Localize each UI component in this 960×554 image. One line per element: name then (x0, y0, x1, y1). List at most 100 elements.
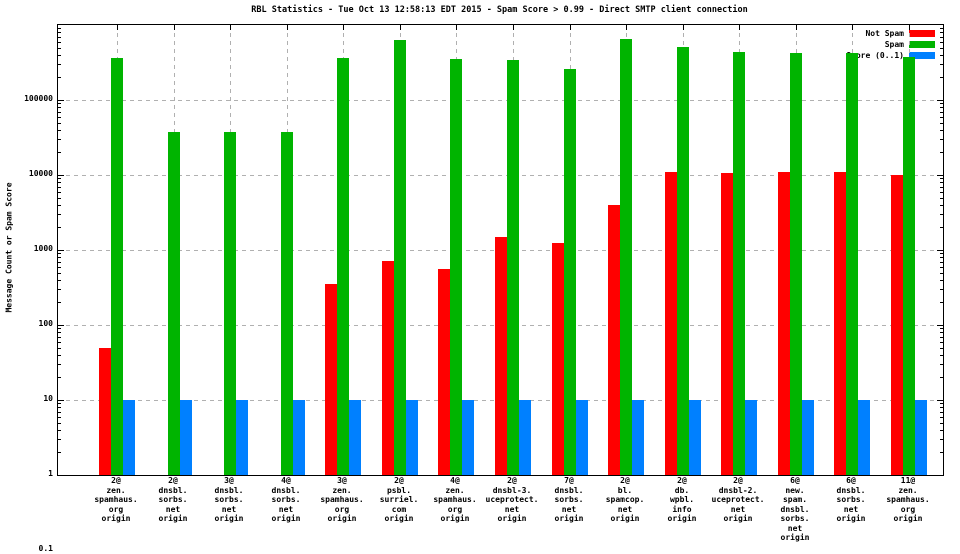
x-category-label: 2@ db. wpbl. info origin (667, 476, 697, 523)
axis-tick (937, 250, 943, 251)
axis-tick (940, 411, 943, 413)
x-category-label: 4@ zen. spamhaus. org origin (433, 476, 477, 523)
bar-spam (394, 40, 406, 475)
x-category-label: 7@ dnsbl. sorbs. net origin (554, 476, 584, 523)
axis-tick (796, 25, 797, 30)
axis-tick (852, 25, 853, 30)
axis-tick (940, 289, 943, 291)
y-tick-label: 1000 (33, 244, 53, 253)
axis-tick (174, 25, 175, 30)
axis-tick (58, 266, 61, 268)
axis-tick (940, 116, 943, 118)
axis-tick (58, 41, 61, 43)
bar-not-spam (834, 171, 846, 475)
bar-not-spam (99, 347, 111, 475)
axis-tick (58, 116, 61, 118)
x-category-label: 2@ bl. spamcop. net origin (605, 476, 645, 523)
bar-spam (507, 60, 519, 475)
axis-tick (58, 422, 61, 424)
axis-tick (940, 227, 943, 229)
legend-label: Not Spam (865, 29, 904, 38)
x-category-label: 2@ zen. spamhaus. org origin (94, 476, 138, 523)
gridline-h (58, 100, 943, 101)
x-category-label: 3@ dnsbl. sorbs. net origin (214, 476, 244, 523)
axis-tick (940, 439, 943, 441)
axis-tick (58, 204, 61, 206)
axis-tick (58, 47, 61, 49)
axis-tick (58, 354, 61, 356)
axis-tick (940, 139, 943, 141)
axis-tick (940, 354, 943, 356)
axis-tick (58, 32, 61, 34)
axis-tick (570, 25, 571, 30)
bar-score-0-1- (236, 400, 248, 475)
axis-tick (940, 107, 943, 109)
axis-tick (940, 429, 943, 431)
axis-tick (58, 175, 64, 176)
axis-tick (940, 332, 943, 334)
axis-tick (940, 416, 943, 418)
axis-tick (287, 25, 288, 30)
axis-tick (58, 77, 61, 79)
axis-tick (940, 364, 943, 366)
axis-tick (937, 175, 943, 176)
axis-tick (58, 100, 64, 101)
bar-score-0-1- (689, 400, 701, 475)
axis-tick (58, 178, 61, 180)
axis-tick (940, 32, 943, 34)
axis-tick (58, 257, 61, 259)
axis-tick (117, 25, 118, 30)
axis-tick (58, 377, 61, 379)
axis-tick (58, 341, 61, 343)
axis-tick (58, 411, 61, 413)
axis-tick (940, 64, 943, 66)
axis-tick (940, 422, 943, 424)
x-category-label: 2@ dnsbl-3. uceprotect. net origin (485, 476, 539, 523)
axis-tick (940, 452, 943, 454)
bar-not-spam (608, 204, 620, 475)
bar-spam (677, 46, 689, 475)
axis-tick (940, 266, 943, 268)
bar-spam (281, 131, 293, 475)
axis-tick (58, 302, 61, 304)
legend-row: Not Spam (846, 28, 935, 39)
legend-swatch (909, 30, 935, 37)
bar-score-0-1- (576, 400, 588, 475)
axis-tick (58, 152, 61, 154)
x-category-label: 2@ dnsbl. sorbs. net origin (158, 476, 188, 523)
legend: Not Spam Spam Score (0..1) (846, 28, 935, 61)
bar-not-spam (438, 269, 450, 475)
bar-score-0-1- (802, 400, 814, 475)
axis-tick (940, 111, 943, 113)
axis-tick (940, 261, 943, 263)
axis-tick (58, 332, 61, 334)
axis-tick (937, 100, 943, 101)
y-tick-label: 10 (43, 394, 53, 403)
axis-tick (58, 28, 61, 30)
legend-row: Spam (846, 39, 935, 50)
axis-tick (940, 302, 943, 304)
axis-tick (58, 103, 61, 105)
axis-tick (940, 77, 943, 79)
axis-tick (940, 152, 943, 154)
axis-tick (58, 289, 61, 291)
axis-tick (940, 122, 943, 124)
axis-tick (58, 429, 61, 431)
axis-tick (58, 328, 61, 330)
axis-tick (58, 186, 61, 188)
axis-tick (940, 36, 943, 38)
bar-score-0-1- (293, 400, 305, 475)
bar-score-0-1- (519, 400, 531, 475)
axis-tick (940, 279, 943, 281)
axis-tick (937, 325, 943, 326)
bar-spam (168, 131, 180, 475)
gridline-h (58, 175, 943, 176)
axis-tick (940, 28, 943, 30)
axis-tick (58, 107, 61, 109)
legend-swatch (909, 52, 935, 59)
axis-tick (940, 191, 943, 193)
axis-tick (58, 279, 61, 281)
x-category-label: 2@ dnsbl-2. uceprotect. net origin (711, 476, 765, 523)
axis-tick (58, 452, 61, 454)
axis-tick (940, 47, 943, 49)
